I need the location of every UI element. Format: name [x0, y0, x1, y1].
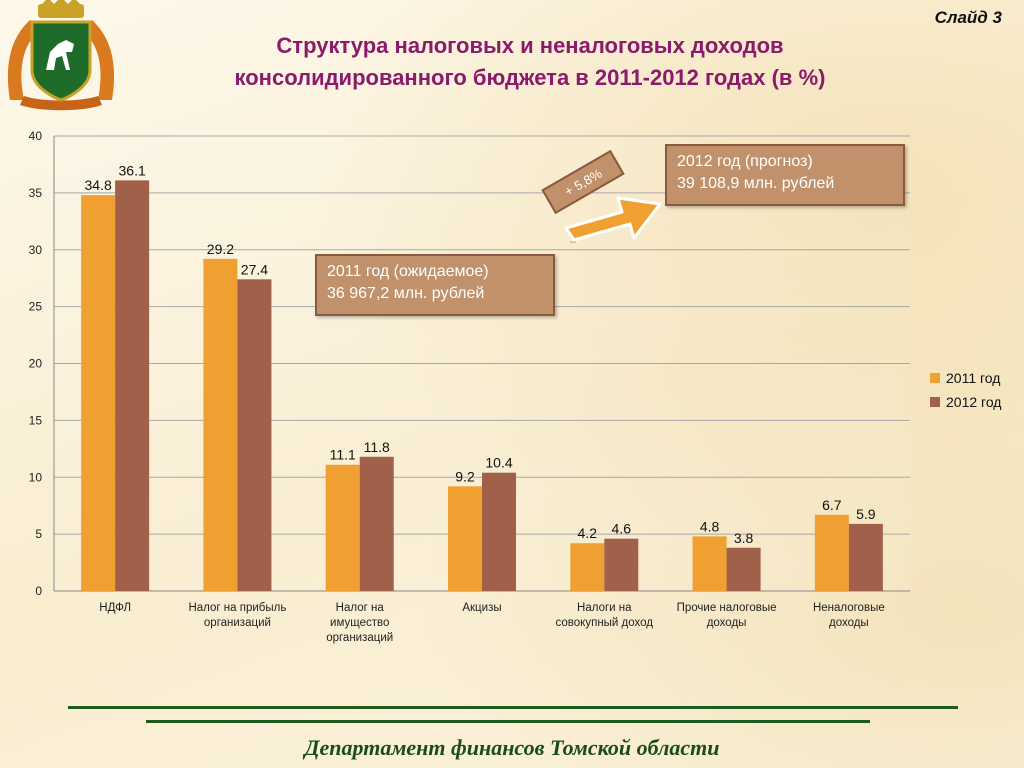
data-label-2011: 29.2	[207, 241, 234, 257]
bar-2011	[81, 195, 116, 591]
x-tick-label-line: доходы	[828, 617, 869, 629]
x-tick-label-line: Неналоговые	[812, 602, 885, 614]
x-tick-label: Неналоговые доходы	[789, 601, 909, 631]
x-tick-label-line: Налоги на	[577, 602, 632, 614]
callout-2012-line1: 2012 год (прогноз)	[677, 153, 813, 170]
x-tick-label: Налог на имущество организаций	[300, 601, 420, 646]
callout-2012-line2: 39 108,9 млн. рублей	[677, 175, 835, 192]
bar-2012	[604, 538, 639, 591]
x-tick-label: Налоги на совокупный доход	[544, 601, 664, 631]
data-label-2012: 36.1	[119, 162, 146, 178]
data-label-2012: 10.4	[485, 455, 512, 471]
x-tick-label-line: организаций	[326, 632, 394, 644]
x-tick-label: Налог на прибыль организаций	[177, 601, 297, 631]
title-line-1: Структура налоговых и неналоговых доходо…	[276, 33, 784, 58]
callout-2011: 2011 год (ожидаемое) 36 967,2 млн. рубле…	[315, 254, 555, 316]
y-tick-label: 15	[29, 413, 43, 427]
x-tick-label-line: имущество	[330, 617, 390, 629]
x-tick-label-line: Налог на прибыль	[188, 602, 287, 614]
x-tick-label-line: Налог на	[335, 602, 384, 614]
y-tick-label: 5	[35, 527, 42, 541]
x-tick-label-line: совокупный доход	[555, 617, 654, 629]
bar-2011	[814, 514, 849, 591]
callout-2011-line1: 2011 год (ожидаемое)	[327, 263, 489, 280]
growth-arrow-icon	[564, 196, 662, 243]
x-tick-label: Прочие налоговые доходы	[667, 601, 787, 631]
bar-2011	[570, 543, 605, 591]
legend-item-2011: 2011 год	[930, 366, 1001, 390]
bar-2011	[203, 258, 238, 591]
bar-2011	[448, 486, 482, 591]
legend-label-2012: 2012 год	[946, 394, 1002, 410]
x-tick-label-line: доходы	[706, 617, 747, 629]
legend-label-2011: 2011 год	[946, 370, 1001, 386]
data-label-2011: 34.8	[85, 177, 112, 193]
bar-2012	[726, 547, 761, 591]
x-tick-label: НДФЛ	[55, 601, 175, 616]
x-tick-label-line: НДФЛ	[99, 602, 132, 614]
callout-2012: 2012 год (прогноз) 39 108,9 млн. рублей	[665, 144, 905, 206]
x-tick-label: Акцизы	[422, 601, 542, 616]
y-tick-label: 0	[35, 584, 42, 598]
data-label-2012: 3.8	[734, 530, 754, 546]
data-label-2011: 4.8	[700, 518, 720, 534]
chart-legend: 2011 год 2012 год	[930, 366, 1001, 414]
title-line-2: консолидированного бюджета в 2011-2012 г…	[234, 65, 826, 90]
legend-swatch-2012	[930, 397, 940, 407]
data-label-2012: 5.9	[856, 506, 876, 522]
y-tick-label: 35	[29, 186, 43, 200]
legend-swatch-2011	[930, 373, 940, 383]
callout-2011-line2: 36 967,2 млн. рублей	[327, 285, 485, 302]
footer-rule-top	[68, 706, 958, 709]
bar-2012	[359, 456, 394, 591]
data-label-2011: 4.2	[578, 525, 598, 541]
data-label-2012: 4.6	[612, 521, 632, 537]
data-label-2011: 9.2	[455, 468, 475, 484]
x-tick-label-line: Акцизы	[462, 602, 502, 614]
x-tick-label-line: Прочие налоговые	[676, 602, 777, 614]
tomsk-coat-of-arms-icon	[7, 0, 115, 111]
footer-rule-bottom	[146, 720, 870, 723]
data-label-2012: 27.4	[241, 261, 268, 277]
bar-2011	[325, 464, 360, 591]
bar-2012	[237, 279, 272, 591]
bar-2012	[482, 472, 516, 591]
y-tick-label: 25	[29, 300, 43, 314]
slide-number: Слайд 3	[934, 8, 1002, 27]
bar-2012	[848, 523, 883, 591]
y-tick-label: 30	[29, 243, 43, 257]
bar-2012	[115, 180, 150, 592]
x-tick-label-line: организаций	[203, 617, 271, 629]
legend-item-2012: 2012 год	[930, 390, 1001, 414]
y-tick-label: 40	[29, 129, 43, 143]
y-tick-label: 20	[29, 357, 43, 371]
footer-department: Департамент финансов Томской области	[304, 735, 720, 760]
data-label-2011: 6.7	[822, 497, 842, 513]
data-label-2012: 11.8	[364, 439, 390, 455]
slide-title: Структура налоговых и неналоговых доходо…	[150, 30, 910, 94]
y-tick-label: 10	[29, 470, 43, 484]
bar-2011	[692, 536, 727, 591]
data-label-2011: 11.1	[330, 447, 356, 463]
